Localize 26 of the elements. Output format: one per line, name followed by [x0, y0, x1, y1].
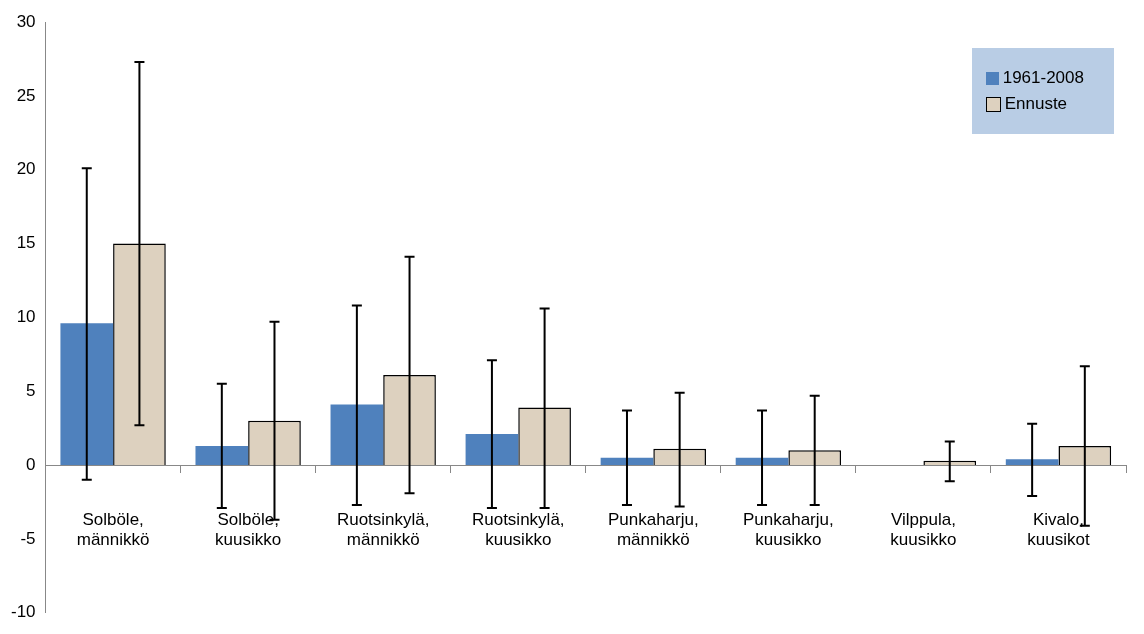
y-tick-label: 25: [16, 85, 36, 105]
x-tick-label: Punkaharju, männikkö: [607, 509, 699, 550]
x-tick-label: Vilppula, kuusikko: [890, 509, 957, 550]
bar: [195, 445, 249, 466]
y-tick-label: 5: [26, 380, 36, 400]
x-tick-label: Solböle, kuusikko: [215, 509, 282, 550]
y-tick-label: 30: [16, 11, 36, 31]
y-tick-label: 20: [16, 159, 36, 179]
y-tick-label: -10: [10, 602, 36, 622]
bar: [735, 457, 789, 466]
bar: [600, 457, 654, 466]
x-tick-label: Ruotsinkylä, kuusikko: [471, 509, 565, 550]
x-tick-label: Solböle, männikkö: [76, 509, 150, 550]
x-tick-label: Punkaharju, kuusikko: [743, 509, 834, 550]
bar: [1005, 459, 1059, 466]
bar: [465, 434, 519, 466]
bar: [330, 404, 384, 466]
y-tick-label: 0: [26, 454, 36, 474]
y-tick-label: 10: [16, 307, 36, 327]
y-tick-label: 15: [16, 233, 36, 253]
legend-label: 1961-2008: [1002, 68, 1084, 88]
y-tick-label: -5: [20, 528, 36, 548]
x-tick-label: Ruotsinkylä, männikkö: [336, 509, 430, 550]
bar: [60, 323, 114, 466]
x-tick-label: Kivalo, kuusikot: [1027, 509, 1090, 550]
legend-label: Ennuste: [1004, 94, 1068, 114]
